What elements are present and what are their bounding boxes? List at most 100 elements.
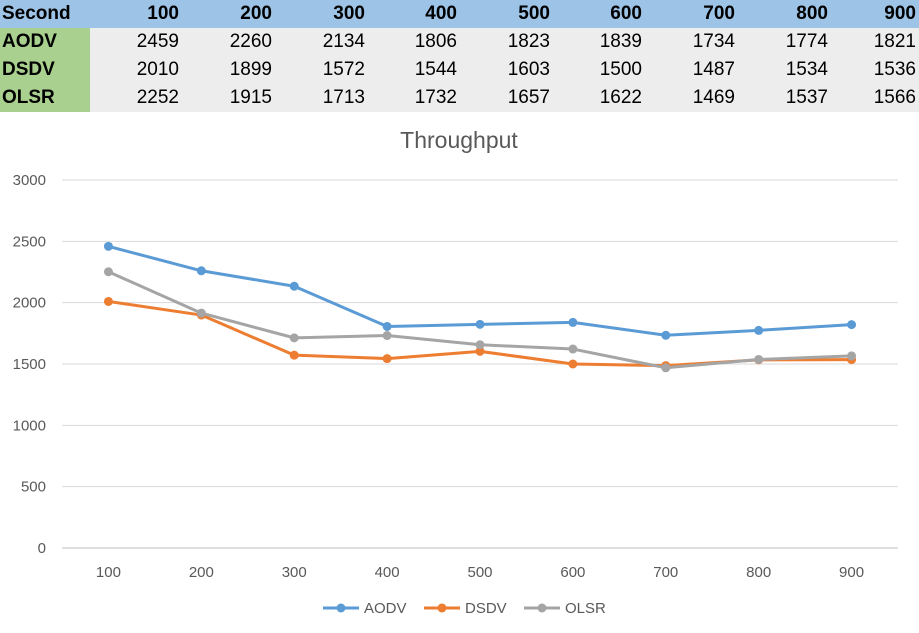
- legend-label: OLSR: [565, 600, 606, 617]
- x-tick-label: 400: [375, 564, 400, 581]
- y-tick-label: 2500: [13, 233, 46, 250]
- table-row: OLSR 2252 1915 1713 1732 1657 1622 1469 1537 1566: [0, 84, 919, 112]
- data-point: [382, 354, 392, 364]
- table-cell: 1915: [182, 84, 275, 112]
- column-header: 500: [460, 0, 553, 28]
- row-header: AODV: [0, 28, 90, 56]
- column-header: 200: [182, 0, 275, 28]
- y-tick-label: 1500: [13, 356, 46, 373]
- column-header: 100: [90, 0, 182, 28]
- table-cell: 1823: [460, 28, 553, 56]
- y-tick-label: 3000: [13, 172, 46, 189]
- table-header-row: Second 100 200 300 400 500 600 700 800 900: [0, 0, 919, 28]
- data-point: [754, 354, 764, 364]
- table-cell: 1774: [738, 28, 831, 56]
- x-tick-label: 800: [746, 564, 771, 581]
- column-header: 300: [275, 0, 368, 28]
- data-point: [847, 320, 857, 330]
- data-point: [196, 308, 206, 318]
- x-tick-label: 100: [96, 564, 121, 581]
- data-point: [568, 317, 578, 327]
- table-row: AODV 2459 2260 2134 1806 1823 1839 1734 1774 1821: [0, 28, 919, 56]
- column-header: 800: [738, 0, 831, 28]
- table-cell: 2134: [275, 28, 368, 56]
- data-point: [661, 363, 671, 373]
- series-aodv: [103, 241, 857, 340]
- data-point: [103, 241, 113, 251]
- y-tick-label: 2000: [13, 295, 46, 312]
- table-cell: 1713: [275, 84, 368, 112]
- table-cell: 2459: [90, 28, 182, 56]
- data-point: [475, 346, 485, 356]
- data-point: [754, 325, 764, 335]
- data-point: [289, 281, 299, 291]
- x-tick-label: 200: [189, 564, 214, 581]
- table-cell: 1534: [738, 56, 831, 84]
- throughput-chart: Throughput 0 500 1000 1500 2000 2500 3000 100 2…: [13, 127, 898, 617]
- legend: AODV DSDV OLSR: [323, 600, 606, 617]
- legend-item-aodv: AODV: [323, 600, 407, 617]
- table-cell: 1536: [831, 56, 919, 84]
- table-cell: 1839: [553, 28, 645, 56]
- data-point: [382, 321, 392, 331]
- x-tick-label: 900: [839, 564, 864, 581]
- data-table: Second 100 200 300 400 500 600 700 800 900 AODV 245…: [0, 0, 919, 112]
- data-point: [475, 319, 485, 329]
- table-cell: 1821: [831, 28, 919, 56]
- table-cell: 1572: [275, 56, 368, 84]
- legend-marker: [336, 603, 346, 613]
- column-header: 900: [831, 0, 919, 28]
- x-tick-label: 500: [467, 564, 492, 581]
- data-point: [103, 267, 113, 277]
- data-point: [568, 344, 578, 354]
- column-header: 600: [553, 0, 645, 28]
- x-tick-label: 600: [560, 564, 585, 581]
- chart-title: Throughput: [400, 127, 518, 153]
- data-point: [289, 333, 299, 343]
- table-cell: 1544: [368, 56, 460, 84]
- table-corner-cell: Second: [0, 0, 90, 28]
- table-cell: 1603: [460, 56, 553, 84]
- data-point: [475, 340, 485, 350]
- table-cell: 1537: [738, 84, 831, 112]
- legend-marker: [537, 603, 547, 613]
- data-point: [568, 359, 578, 369]
- legend-marker: [437, 603, 447, 613]
- data-point: [847, 351, 857, 361]
- x-tick-label: 700: [653, 564, 678, 581]
- table-cell: 1806: [368, 28, 460, 56]
- table-cell: 2252: [90, 84, 182, 112]
- data-point: [103, 296, 113, 306]
- y-axis-ticks: 0 500 1000 1500 2000 2500 3000: [13, 172, 46, 557]
- y-tick-label: 0: [38, 540, 46, 557]
- row-header: DSDV: [0, 56, 90, 84]
- data-point: [196, 266, 206, 276]
- table-cell: 2260: [182, 28, 275, 56]
- table-cell: 1566: [831, 84, 919, 112]
- x-tick-label: 300: [282, 564, 307, 581]
- table-cell: 1899: [182, 56, 275, 84]
- legend-label: AODV: [364, 600, 407, 617]
- gridlines: [62, 179, 898, 549]
- column-header: 400: [368, 0, 460, 28]
- table-cell: 1487: [645, 56, 738, 84]
- data-point: [382, 331, 392, 341]
- table-cell: 1734: [645, 28, 738, 56]
- table-cell: 2010: [90, 56, 182, 84]
- table-cell: 1469: [645, 84, 738, 112]
- table-cell: 1622: [553, 84, 645, 112]
- series-lines: [103, 241, 857, 373]
- series-line: [108, 299, 852, 368]
- table-cell: 1732: [368, 84, 460, 112]
- table-cell: 1500: [553, 56, 645, 84]
- table-cell: 1657: [460, 84, 553, 112]
- row-header: OLSR: [0, 84, 90, 112]
- legend-item-olsr: OLSR: [524, 600, 606, 617]
- series-olsr: [103, 267, 857, 373]
- column-header: 700: [645, 0, 738, 28]
- y-tick-label: 1000: [13, 417, 46, 434]
- table-row: DSDV 2010 1899 1572 1544 1603 1500 1487 1534 1536: [0, 56, 919, 84]
- y-tick-label: 500: [21, 479, 46, 496]
- legend-item-dsdv: DSDV: [424, 600, 507, 617]
- data-point: [289, 350, 299, 360]
